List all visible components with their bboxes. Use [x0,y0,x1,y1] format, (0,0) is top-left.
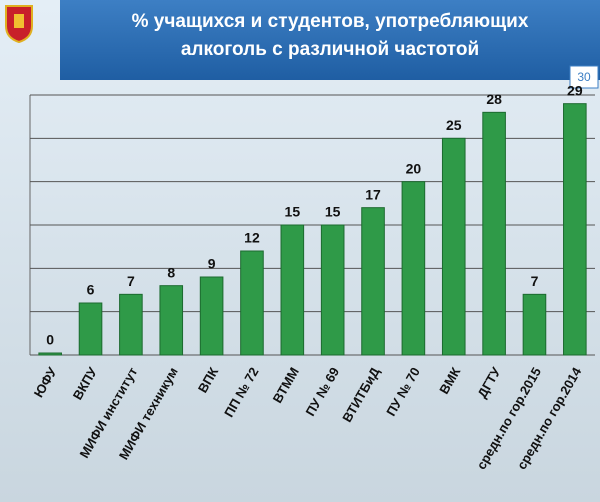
chart-title: алкоголь с различной частотой [181,39,479,60]
bar [199,276,224,356]
value-label: 12 [244,230,260,246]
bar [522,293,547,356]
value-label: 9 [208,256,216,272]
bar [159,285,184,356]
value-label: 15 [325,204,341,220]
coat-of-arms [5,5,33,44]
bar [361,207,385,356]
slide-number-box [569,65,599,89]
value-label: 29 [567,82,583,98]
value-label: 17 [365,186,381,202]
value-label: 28 [486,91,502,107]
bar [78,302,103,356]
value-label: 15 [285,204,301,220]
value-label: 8 [167,264,175,280]
bar [240,250,264,356]
bar [119,293,143,356]
value-label: 20 [406,160,422,176]
bar [563,103,587,356]
title-banner [60,0,600,80]
chart-title: % учащихся и студентов, употребляющих [132,11,529,32]
value-label: 7 [127,273,135,289]
value-label: 7 [531,273,539,289]
value-label: 6 [87,282,95,298]
bar [401,181,426,356]
value-label: 0 [46,332,54,348]
bar [280,224,305,356]
bar [320,224,345,356]
bar [38,352,62,356]
value-label: 25 [446,117,462,133]
bar [441,137,466,356]
bar [482,111,506,356]
slide-number: 30 [577,70,591,84]
